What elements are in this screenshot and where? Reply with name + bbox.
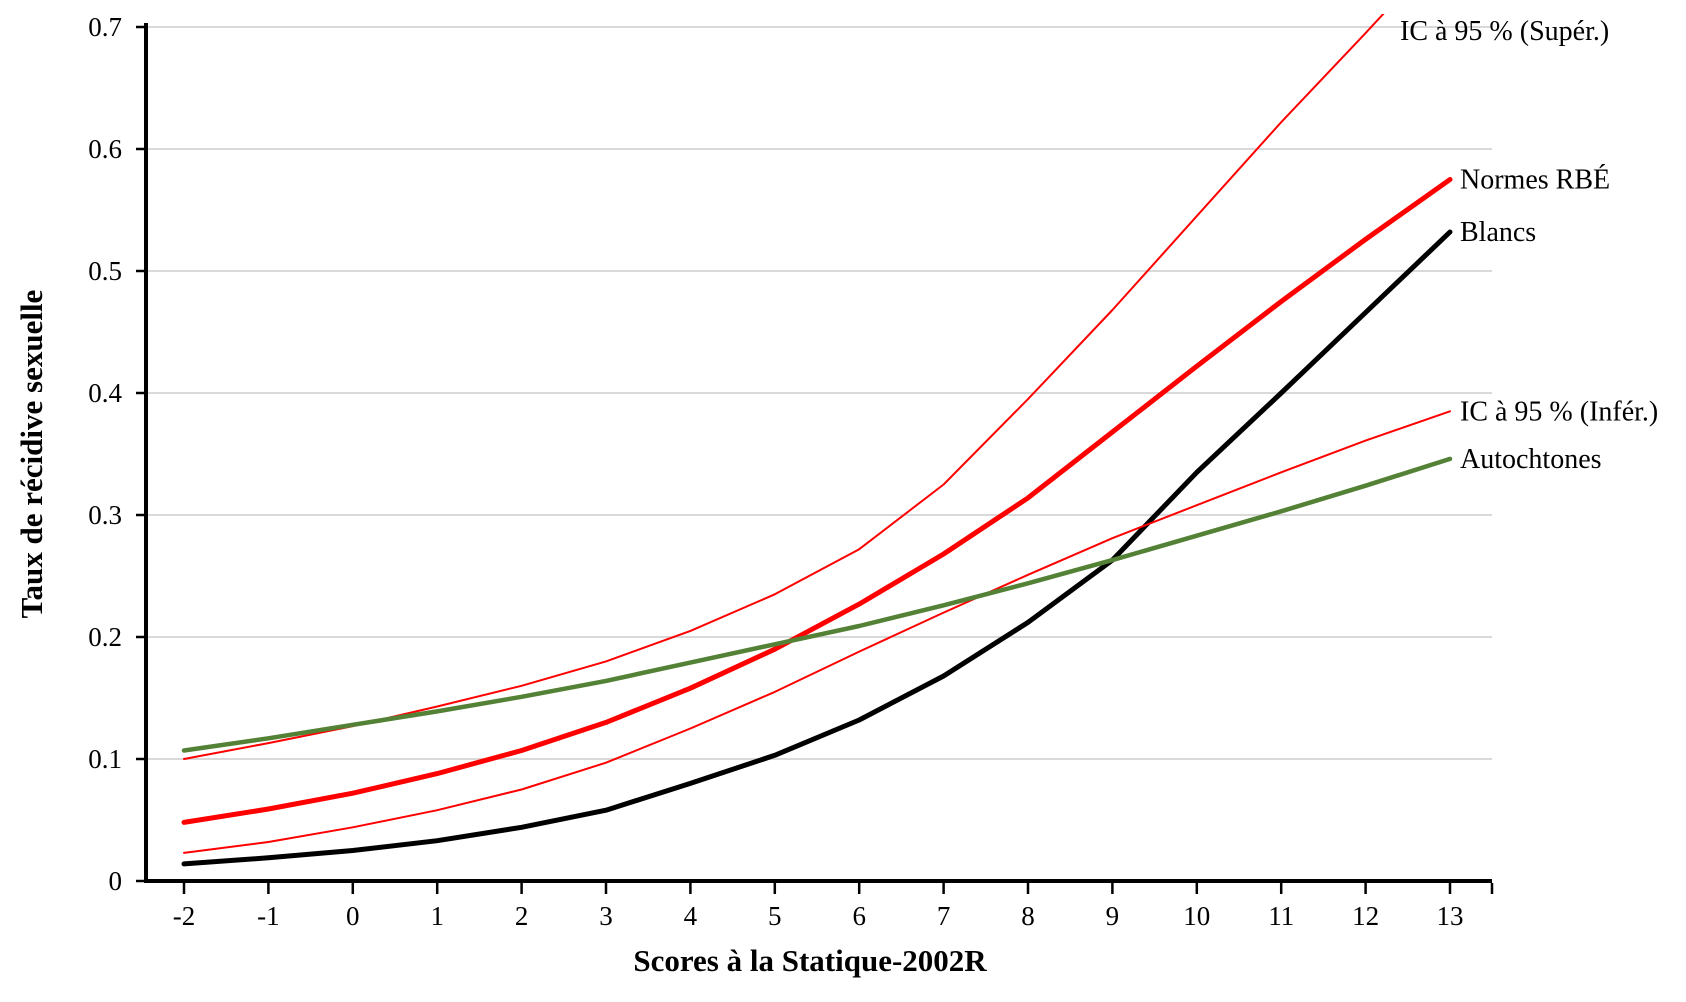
y-tick-label-0.3: 0.3 [88,500,122,530]
y-tick-label-0.1: 0.1 [88,744,122,774]
x-tick-label-5: 5 [768,901,782,931]
y-axis-title: Taux de récidive sexuelle [14,290,49,619]
x-axis-title: Scores à la Statique-2002R [633,943,987,978]
x-tick-label-4: 4 [684,901,698,931]
horizontal-gridlines [146,26,1492,760]
y-tick-label-0.2: 0.2 [88,622,122,652]
series-label-1: Normes RBÉ [1460,165,1610,196]
series-label-4: Autochtones [1460,444,1602,475]
axes [144,23,1492,883]
y-tick-label-0.7: 0.7 [88,12,122,42]
x-tick-label-3: 3 [599,901,613,931]
x-tick-label-13: 13 [1437,901,1464,931]
x-tick-label-0: 0 [346,901,360,931]
x-tick-label-2: 2 [515,901,529,931]
x-tick-label--1: -1 [257,901,280,931]
x-tick-label-12: 12 [1352,901,1379,931]
series-line-1 [181,177,1453,825]
series-label-0: IC à 95 % (Supér.) [1400,16,1609,47]
tick-marks [136,25,1494,894]
series-label-3: IC à 95 % (Infér.) [1460,396,1658,427]
x-tick-label-10: 10 [1183,901,1210,931]
y-tick-labels: 0 0.1 0.2 0.3 0.4 0.5 0.6 0.7 [88,12,122,896]
x-tick-label-11: 11 [1268,901,1294,931]
x-tick-label-1: 1 [430,901,444,931]
series-line-0 [183,14,1385,760]
series-line-4 [181,456,1453,753]
y-tick-label-0.6: 0.6 [88,134,122,164]
x-tick-label-8: 8 [1021,901,1035,931]
x-tick-label--2: -2 [173,901,196,931]
y-tick-label-0.4: 0.4 [88,378,122,408]
y-tick-label-0: 0 [109,866,123,896]
series-line-3 [183,410,1451,854]
data-series-lines [181,14,1453,867]
series-line-2 [181,229,1453,867]
y-tick-label-0.5: 0.5 [88,256,122,286]
series-end-labels: IC à 95 % (Supér.) Normes RBÉ Blancs IC à 9… [1400,16,1658,475]
x-tick-label-7: 7 [937,901,951,931]
x-tick-label-6: 6 [852,901,866,931]
series-label-2: Blancs [1460,217,1536,248]
x-tick-labels: -2 -1 0 1 2 3 4 5 6 7 8 9 10 11 12 13 [173,901,1464,931]
x-tick-label-9: 9 [1106,901,1120,931]
